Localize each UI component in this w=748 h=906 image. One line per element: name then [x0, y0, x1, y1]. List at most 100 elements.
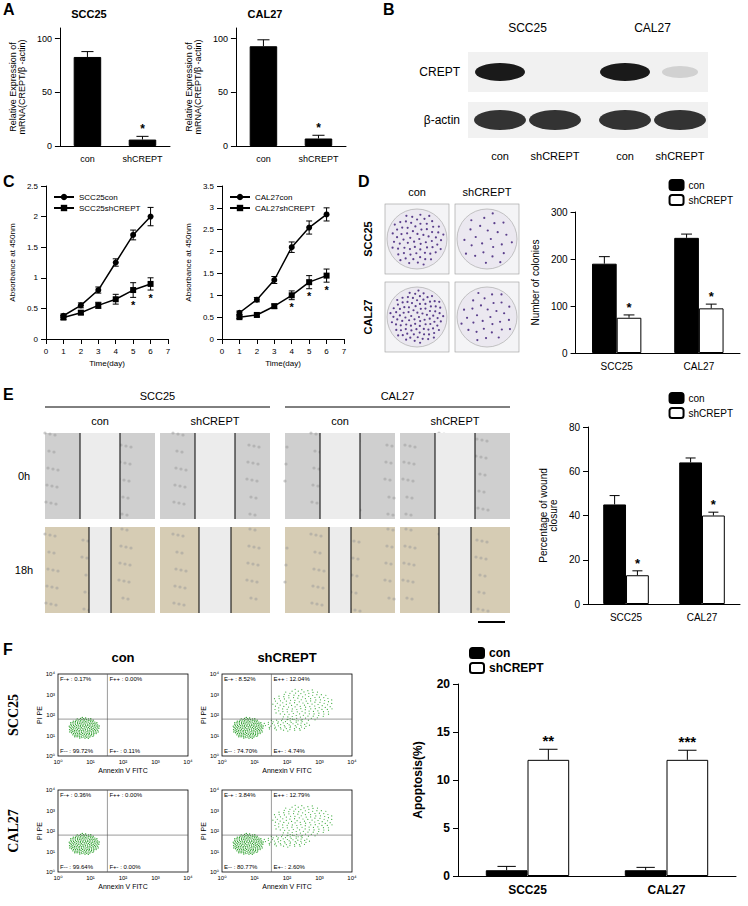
svg-text:60: 60: [569, 466, 581, 477]
svg-text:*: *: [148, 292, 153, 304]
svg-text:10³: 10³: [210, 692, 219, 698]
svg-text:shCREPT: shCREPT: [191, 415, 240, 427]
svg-text:**: **: [543, 732, 555, 749]
svg-text:*: *: [307, 290, 312, 302]
svg-text:*: *: [316, 121, 321, 135]
svg-text:SCC25: SCC25: [508, 883, 547, 897]
svg-text:2.5: 2.5: [203, 225, 215, 234]
svg-text:5: 5: [307, 347, 312, 356]
svg-text:20: 20: [437, 677, 451, 691]
svg-text:shCREPT: shCREPT: [431, 415, 480, 427]
svg-text:PI PE: PI PE: [200, 822, 207, 840]
svg-text:0: 0: [443, 869, 450, 883]
svg-text:F+- : 0.11%: F+- : 0.11%: [109, 748, 140, 754]
svg-text:con: con: [80, 154, 95, 164]
svg-text:7: 7: [166, 347, 171, 356]
svg-text:*: *: [711, 497, 717, 512]
svg-text:*: *: [140, 122, 145, 136]
svg-text:Absorbance at 450nm: Absorbance at 450nm: [184, 223, 193, 302]
svg-text:10⁴: 10⁴: [347, 875, 357, 881]
svg-text:con: con: [408, 186, 426, 198]
svg-text:mRNA(CREPT/β -actin): mRNA(CREPT/β -actin): [193, 39, 203, 134]
svg-text:7: 7: [342, 347, 347, 356]
svg-text:4: 4: [289, 347, 294, 356]
svg-text:10¹: 10¹: [46, 733, 55, 739]
svg-text:*: *: [131, 299, 136, 311]
svg-text:E++ : 12.04%: E++ : 12.04%: [273, 676, 310, 682]
svg-text:*: *: [626, 300, 632, 315]
svg-text:0: 0: [44, 347, 49, 356]
svg-text:50: 50: [218, 87, 228, 97]
svg-text:10²: 10²: [46, 712, 55, 718]
svg-text:0: 0: [562, 348, 568, 359]
svg-text:con: con: [111, 650, 134, 665]
svg-text:100: 100: [551, 301, 568, 312]
svg-text:Apoptosis(%): Apoptosis(%): [411, 741, 425, 818]
svg-text:10³: 10³: [315, 875, 324, 881]
svg-text:E-- : 80.77%: E-- : 80.77%: [224, 864, 258, 870]
svg-text:Absorbance at 450nm: Absorbance at 450nm: [8, 223, 17, 302]
svg-text:SCC25: SCC25: [6, 694, 21, 736]
svg-text:CAL27: CAL27: [647, 883, 685, 897]
svg-text:10⁴: 10⁴: [347, 759, 357, 765]
svg-text:F++ : 0.00%: F++ : 0.00%: [109, 792, 142, 798]
svg-text:10¹: 10¹: [250, 759, 259, 765]
svg-text:10³: 10³: [210, 808, 219, 814]
svg-text:10²: 10²: [283, 875, 292, 881]
svg-text:10²: 10²: [119, 875, 128, 881]
svg-text:10²: 10²: [210, 712, 219, 718]
svg-text:0: 0: [34, 335, 39, 344]
svg-text:F-+ : 0.36%: F-+ : 0.36%: [60, 792, 92, 798]
svg-text:F-+ : 0.17%: F-+ : 0.17%: [60, 676, 92, 682]
svg-text:10⁴: 10⁴: [210, 671, 220, 677]
svg-text:CAL27: CAL27: [684, 361, 715, 372]
svg-text:E+- : 2.60%: E+- : 2.60%: [273, 864, 305, 870]
svg-text:4: 4: [113, 347, 118, 356]
svg-text:80: 80: [569, 422, 581, 433]
svg-text:10⁴: 10⁴: [210, 787, 220, 793]
svg-text:10³: 10³: [151, 875, 160, 881]
svg-text:SCC25: SCC25: [140, 390, 175, 402]
svg-text:0: 0: [574, 599, 580, 610]
svg-text:con: con: [489, 646, 510, 660]
svg-text:0: 0: [47, 141, 52, 151]
svg-text:Annexin V FITC: Annexin V FITC: [262, 883, 311, 890]
svg-text:10⁰: 10⁰: [210, 753, 220, 759]
svg-text:Annexin V FITC: Annexin V FITC: [262, 767, 311, 774]
svg-text:20: 20: [569, 554, 581, 565]
svg-text:10³: 10³: [315, 759, 324, 765]
svg-text:10⁰: 10⁰: [46, 753, 56, 759]
svg-text:E-- : 74.70%: E-- : 74.70%: [224, 748, 258, 754]
svg-text:SCC25: SCC25: [601, 361, 634, 372]
svg-text:10⁴: 10⁴: [46, 787, 56, 793]
svg-text:SCC25: SCC25: [362, 221, 374, 256]
svg-text:CAL27con: CAL27con: [255, 193, 292, 202]
svg-text:1.5: 1.5: [27, 243, 39, 252]
svg-text:shCREPT: shCREPT: [298, 154, 339, 164]
svg-text:SCC25con: SCC25con: [79, 193, 118, 202]
svg-text:10³: 10³: [151, 759, 160, 765]
svg-text:2: 2: [34, 212, 39, 221]
svg-text:CAL27: CAL27: [687, 612, 718, 623]
svg-text:SCC25shCREPT: SCC25shCREPT: [79, 204, 140, 213]
svg-text:shCREPT: shCREPT: [463, 186, 512, 198]
svg-text:con: con: [256, 154, 271, 164]
svg-text:0: 0: [220, 347, 225, 356]
svg-text:shCREPT: shCREPT: [689, 408, 733, 419]
svg-text:100: 100: [213, 34, 228, 44]
svg-text:5: 5: [443, 821, 450, 835]
svg-text:10⁴: 10⁴: [183, 875, 193, 881]
svg-text:closure: closure: [548, 499, 559, 532]
svg-text:0h: 0h: [18, 470, 30, 482]
svg-text:con: con: [689, 180, 705, 191]
svg-text:50: 50: [42, 87, 52, 97]
svg-text:2.5: 2.5: [27, 182, 39, 191]
svg-text:3: 3: [272, 347, 277, 356]
svg-text:0.5: 0.5: [27, 304, 39, 313]
svg-text:2: 2: [79, 347, 84, 356]
svg-text:*: *: [635, 556, 641, 571]
svg-text:shCREPT: shCREPT: [257, 650, 316, 665]
svg-text:1: 1: [237, 347, 242, 356]
svg-text:10: 10: [437, 773, 451, 787]
svg-text:*: *: [290, 301, 295, 313]
